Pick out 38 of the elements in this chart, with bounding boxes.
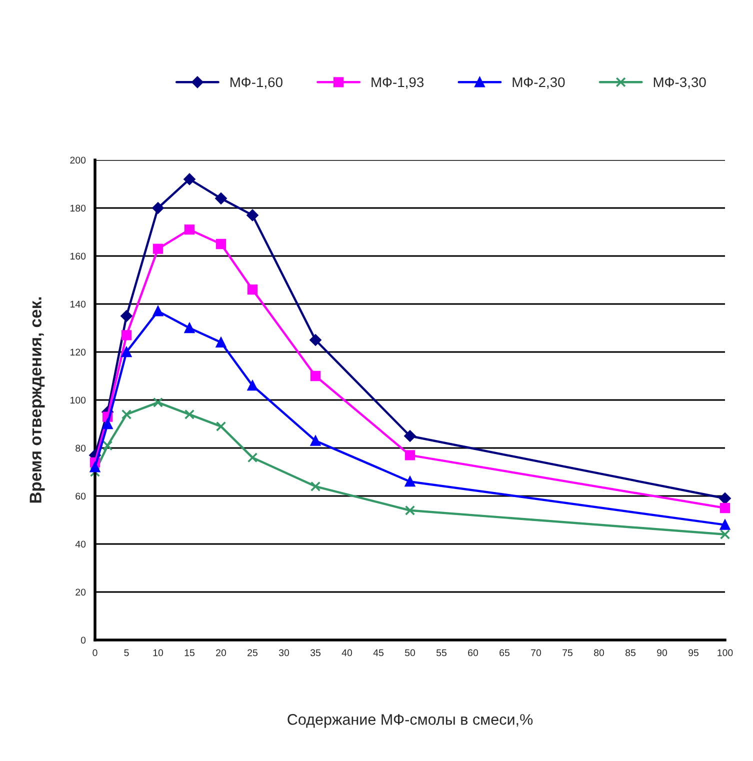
x-tick-label: 60: [468, 649, 478, 656]
x-tick-label: 45: [373, 649, 384, 656]
y-tick-label: 160: [70, 252, 86, 260]
y-tick-label: 180: [70, 204, 86, 212]
y-tick-label: 200: [70, 156, 86, 164]
legend-label: МФ-1,60: [230, 77, 282, 89]
y-tick-label: 60: [76, 492, 86, 500]
x-tick-label: 90: [657, 649, 668, 656]
x-tick-label: 25: [248, 649, 258, 656]
y-tick-label: 0: [80, 636, 86, 644]
y-axis-title: Время отверждения, сек.: [30, 297, 45, 503]
y-tick-label: 140: [70, 300, 86, 308]
x-tick-label: 70: [531, 649, 542, 656]
x-tick-label: 15: [184, 649, 194, 656]
legend-label: МФ-2,30: [512, 77, 565, 89]
x-tick-label: 95: [688, 649, 698, 656]
x-tick-label: 85: [626, 649, 636, 656]
x-tick-label: 0: [92, 649, 98, 656]
x-tick-label: 30: [278, 649, 290, 656]
x-tick-label: 35: [310, 649, 320, 656]
x-tick-label: 5: [124, 649, 129, 656]
legend-label: МФ-3,30: [654, 77, 706, 89]
x-tick-label: 10: [153, 649, 164, 656]
y-tick-label: 40: [75, 540, 86, 548]
legend-label: МФ-1,93: [372, 77, 424, 89]
x-tick-label: 20: [216, 649, 226, 656]
x-axis-title: Содержание МФ-смолы в смеси,%: [288, 714, 533, 728]
x-tick-label: 55: [436, 649, 446, 656]
y-tick-label: 100: [70, 396, 86, 404]
x-tick-label: 40: [342, 649, 352, 656]
y-tick-label: 120: [70, 348, 86, 356]
y-tick-label: 20: [76, 588, 86, 596]
x-tick-label: 65: [500, 649, 510, 656]
y-tick-label: 80: [76, 444, 86, 452]
x-tick-label: 50: [404, 649, 416, 656]
x-tick-label: 75: [562, 649, 572, 656]
x-tick-label: 80: [594, 649, 604, 656]
x-tick-label: 100: [718, 649, 733, 656]
